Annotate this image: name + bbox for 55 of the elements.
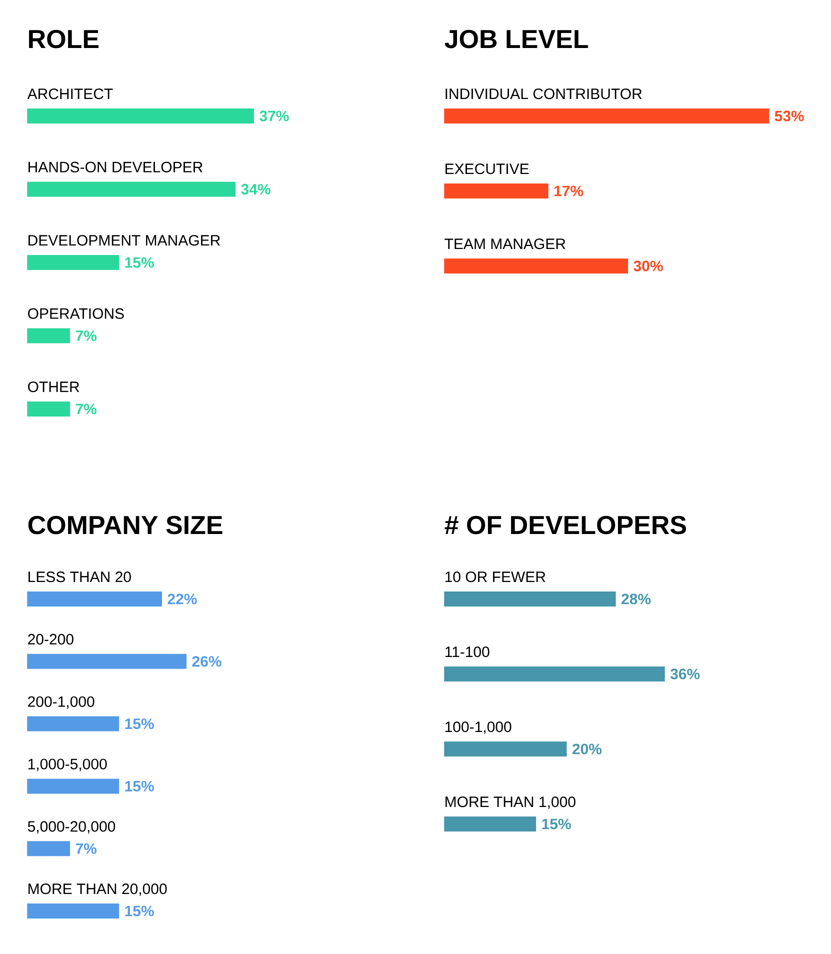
data-label: 7% xyxy=(76,330,96,342)
data-label: 22% xyxy=(168,594,197,604)
y-tick-label: OPERATIONS xyxy=(28,308,124,319)
y-tick-label: HANDS-ON DEVELOPER xyxy=(28,162,202,172)
data-label: 7% xyxy=(76,843,96,854)
chart-title: ROLE xyxy=(29,30,98,48)
data-label: 7% xyxy=(76,404,96,414)
data-label: 15% xyxy=(125,906,154,916)
y-tick-label: 11-100 xyxy=(445,646,490,658)
data-label: 17% xyxy=(554,186,584,196)
y-tick-label: DEVELOPMENT MANAGER xyxy=(28,235,220,246)
y-tick-label: 100-1,000 xyxy=(445,722,512,734)
bar xyxy=(27,716,120,732)
y-tick-label: MORE THAN 20,000 xyxy=(28,884,167,896)
data-label: 15% xyxy=(125,780,154,792)
y-tick-label: MORE THAN 1,000 xyxy=(445,796,576,809)
y-tick-label: 5,000-20,000 xyxy=(28,821,116,834)
data-label: 36% xyxy=(670,668,700,680)
y-tick-label: 20-200 xyxy=(28,634,74,645)
data-label: 15% xyxy=(125,257,154,268)
y-tick-label: EXECUTIVE xyxy=(445,164,529,174)
y-tick-label: OTHER xyxy=(28,382,80,392)
y-tick-label: 1,000-5,000 xyxy=(28,758,107,772)
data-label: 37% xyxy=(260,110,289,122)
bar xyxy=(27,904,120,918)
bar xyxy=(27,778,120,794)
bar xyxy=(27,182,236,197)
bar xyxy=(444,816,536,832)
bar xyxy=(27,255,120,270)
bar xyxy=(27,841,70,856)
chart-title: # OF DEVELOPERS xyxy=(444,516,686,534)
chart-title: JOB LEVEL xyxy=(444,30,588,48)
y-tick-label: 10 OR FEWER xyxy=(445,572,546,582)
bar xyxy=(27,108,254,124)
chart-title: COMPANY SIZE xyxy=(28,516,222,534)
data-label: 53% xyxy=(774,110,804,122)
bar xyxy=(444,742,567,756)
bar xyxy=(444,592,616,606)
data-label: 34% xyxy=(241,184,270,195)
bar xyxy=(27,328,70,344)
y-tick-label: 200-1,000 xyxy=(28,696,94,709)
y-tick-label: ARCHITECT xyxy=(27,88,113,100)
bar xyxy=(27,402,70,417)
data-label: 20% xyxy=(572,744,602,754)
bar xyxy=(444,666,665,682)
bar xyxy=(27,592,162,606)
data-label: 28% xyxy=(621,594,651,604)
bar xyxy=(27,654,186,669)
data-label: 26% xyxy=(192,656,222,667)
y-tick-label: TEAM MANAGER xyxy=(444,238,566,250)
y-tick-label: LESS THAN 20 xyxy=(28,572,131,582)
y-tick-label: INDIVIDUAL CONTRIBUTOR xyxy=(446,88,642,100)
data-label: 15% xyxy=(125,718,154,730)
data-label: 30% xyxy=(634,260,663,272)
data-label: 15% xyxy=(542,818,571,830)
